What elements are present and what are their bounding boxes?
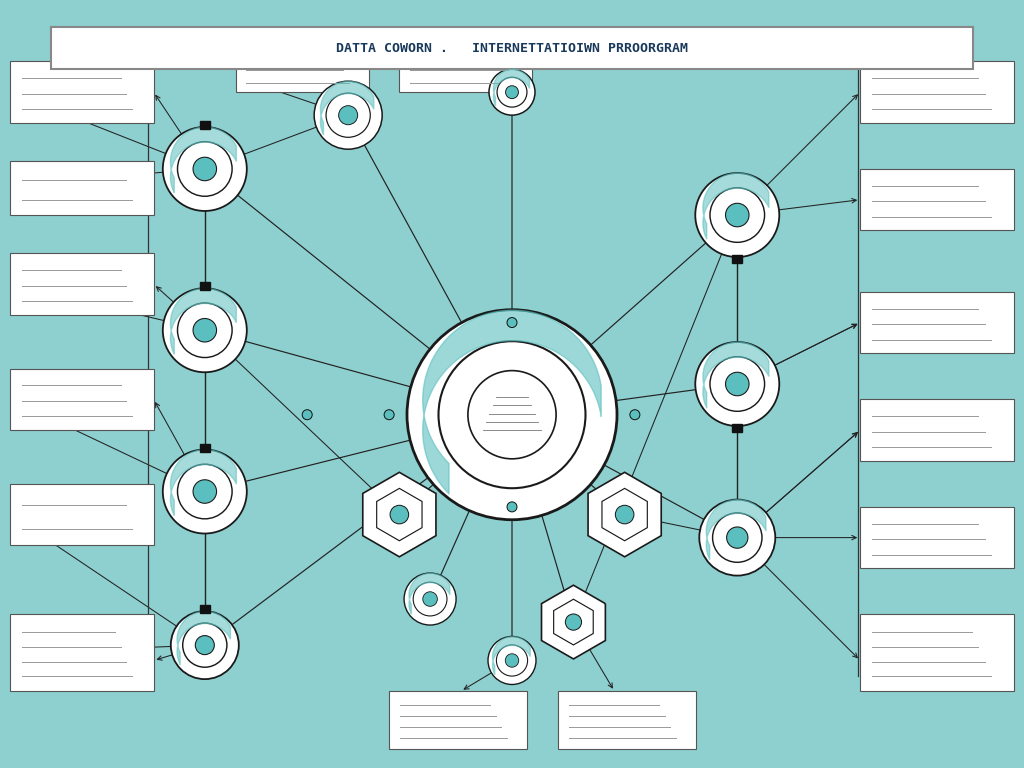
Circle shape [177,141,232,197]
Circle shape [196,636,214,654]
FancyBboxPatch shape [860,507,1014,568]
Circle shape [497,645,527,676]
FancyBboxPatch shape [860,169,1014,230]
Circle shape [177,464,232,519]
Circle shape [497,78,527,107]
FancyBboxPatch shape [10,369,154,430]
Bar [732,424,742,432]
Circle shape [163,288,247,372]
Polygon shape [602,488,647,541]
Text: DATTA COWORN .   INTERNETTATIOIWN PRROORGRAM: DATTA COWORN . INTERNETTATIOIWN PRROORGR… [336,41,688,55]
Circle shape [182,623,227,667]
FancyBboxPatch shape [860,399,1014,461]
FancyBboxPatch shape [10,614,154,691]
Circle shape [339,106,357,124]
Circle shape [713,513,762,562]
Circle shape [314,81,382,149]
Circle shape [302,409,312,420]
FancyBboxPatch shape [389,691,527,749]
Circle shape [404,573,456,625]
FancyBboxPatch shape [236,58,369,92]
Circle shape [326,93,371,137]
Circle shape [507,502,517,512]
Circle shape [695,173,779,257]
Circle shape [506,86,518,98]
Circle shape [384,409,394,420]
Circle shape [438,341,586,488]
Circle shape [163,127,247,211]
Circle shape [727,527,748,548]
FancyBboxPatch shape [10,484,154,545]
Circle shape [413,582,447,616]
Circle shape [488,637,536,684]
Circle shape [615,505,634,524]
Circle shape [390,505,409,524]
Circle shape [726,372,749,396]
Bar [732,255,742,263]
Bar [200,121,210,129]
Circle shape [565,614,582,631]
Circle shape [505,654,519,667]
FancyBboxPatch shape [399,58,532,92]
Polygon shape [362,472,436,557]
Circle shape [695,342,779,426]
FancyBboxPatch shape [860,614,1014,691]
FancyBboxPatch shape [51,27,973,69]
Bar [200,605,210,613]
FancyBboxPatch shape [10,161,154,215]
Bar [200,283,210,290]
Circle shape [507,317,517,328]
Circle shape [630,409,640,420]
Circle shape [468,371,556,458]
FancyBboxPatch shape [860,292,1014,353]
Circle shape [423,592,437,606]
Polygon shape [542,585,605,659]
FancyBboxPatch shape [10,253,154,315]
Bar [200,444,210,452]
Circle shape [710,187,765,243]
Circle shape [177,303,232,358]
FancyBboxPatch shape [558,691,696,749]
Circle shape [163,449,247,534]
Circle shape [194,157,216,180]
Polygon shape [554,599,593,645]
Circle shape [194,319,216,342]
Circle shape [407,310,617,520]
Circle shape [194,480,216,503]
Polygon shape [588,472,662,557]
FancyBboxPatch shape [10,61,154,123]
Circle shape [171,611,239,679]
Circle shape [489,69,535,115]
FancyBboxPatch shape [860,61,1014,123]
Circle shape [726,204,749,227]
Circle shape [699,500,775,575]
Circle shape [710,356,765,412]
Polygon shape [377,488,422,541]
